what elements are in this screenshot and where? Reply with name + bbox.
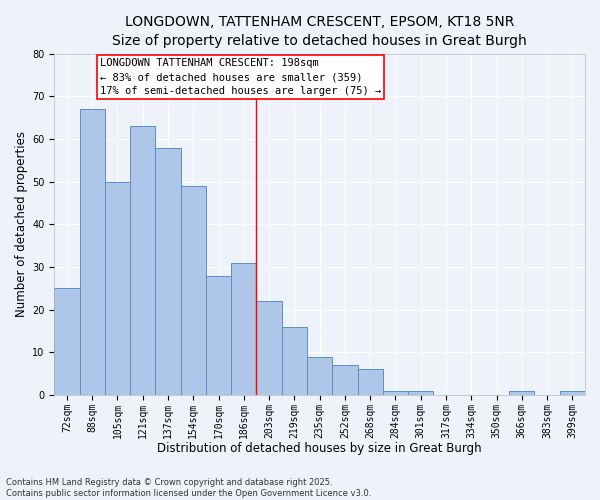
Bar — [80, 110, 105, 395]
Bar — [181, 186, 206, 395]
Bar — [206, 276, 231, 395]
Bar — [282, 326, 307, 395]
Bar — [383, 390, 408, 395]
Bar — [332, 365, 358, 395]
Bar — [560, 390, 585, 395]
Bar — [155, 148, 181, 395]
Y-axis label: Number of detached properties: Number of detached properties — [15, 132, 28, 318]
Bar — [105, 182, 130, 395]
X-axis label: Distribution of detached houses by size in Great Burgh: Distribution of detached houses by size … — [157, 442, 482, 455]
Text: Contains HM Land Registry data © Crown copyright and database right 2025.
Contai: Contains HM Land Registry data © Crown c… — [6, 478, 371, 498]
Bar — [130, 126, 155, 395]
Bar — [358, 370, 383, 395]
Title: LONGDOWN, TATTENHAM CRESCENT, EPSOM, KT18 5NR
Size of property relative to detac: LONGDOWN, TATTENHAM CRESCENT, EPSOM, KT1… — [112, 15, 527, 48]
Bar — [307, 356, 332, 395]
Bar — [408, 390, 433, 395]
Bar — [509, 390, 535, 395]
Bar — [54, 288, 80, 395]
Text: LONGDOWN TATTENHAM CRESCENT: 198sqm
← 83% of detached houses are smaller (359)
1: LONGDOWN TATTENHAM CRESCENT: 198sqm ← 83… — [100, 58, 381, 96]
Bar — [256, 301, 282, 395]
Bar — [231, 263, 256, 395]
